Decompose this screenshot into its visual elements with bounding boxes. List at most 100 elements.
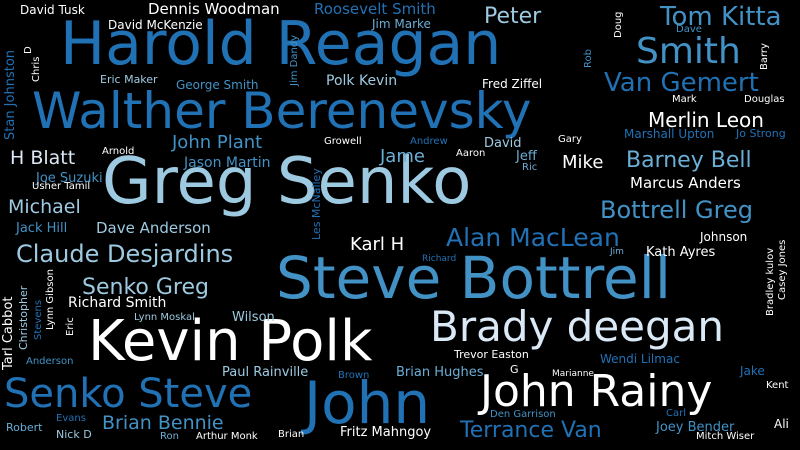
word: Jame <box>380 146 425 167</box>
word: Marianne <box>552 369 594 379</box>
word: Tarl Cabbot <box>1 296 16 370</box>
word: Harold Reagan <box>60 9 502 79</box>
word: Brian <box>278 429 305 440</box>
word: Ric <box>522 162 538 173</box>
word: Jim <box>610 247 624 257</box>
word: Eric <box>65 317 76 336</box>
word: Walther Berenevsky <box>32 82 532 140</box>
word: Dave <box>676 24 702 35</box>
word: Wendi Lilmac <box>600 352 680 366</box>
word: Steve Bottrell <box>276 244 671 312</box>
word: Jim Marke <box>372 17 431 31</box>
word: Paul Rainville <box>222 365 309 380</box>
word: Casey Jones <box>777 239 788 300</box>
word: Brian Hughes <box>396 365 484 380</box>
word: Bradley kulov <box>765 247 776 316</box>
word: Fred Ziffel <box>482 77 543 91</box>
word: Usher Tamil <box>32 181 91 192</box>
word: Rob <box>583 49 594 68</box>
word: Marshall Upton <box>624 127 715 141</box>
word: Karl H <box>350 234 405 255</box>
word: John Rainy <box>480 366 713 417</box>
word: Lynn Gibson <box>45 269 56 330</box>
word: Terrance Van <box>460 418 602 443</box>
word: Richard Smith <box>68 295 167 311</box>
word: Brown <box>338 370 370 381</box>
word: Jake <box>740 364 765 378</box>
word: Dave Anderson <box>96 219 211 237</box>
word: Nick D <box>56 428 92 441</box>
word: Aaron <box>456 148 486 159</box>
word: Growell <box>324 136 362 147</box>
word: Kath Ayres <box>646 245 716 260</box>
word: Stevens <box>33 299 44 340</box>
word: Greg Senko <box>102 145 472 219</box>
word: Kevin Polk <box>88 309 373 374</box>
word: Mike <box>562 152 604 173</box>
word: Arthur Monk <box>196 431 258 442</box>
word: Alan MacLean <box>446 223 620 252</box>
word: David <box>484 136 522 151</box>
word: Jason Martin <box>184 155 271 171</box>
word: John <box>304 369 431 437</box>
word: Les McNalley <box>310 168 323 240</box>
word: Doug <box>613 11 624 38</box>
word: Chris <box>31 56 42 82</box>
word: Barry <box>759 43 770 70</box>
word: Senko Greg <box>82 275 209 300</box>
word: Anderson <box>26 356 74 367</box>
word: Smith <box>636 31 741 72</box>
word: David McKenzie <box>108 18 203 32</box>
word: Jo Strong <box>736 127 786 140</box>
word: Den Garrison <box>490 409 556 420</box>
word: D <box>23 46 34 54</box>
word: Stan Johnston <box>3 49 18 140</box>
word: Polk Kevin <box>326 73 398 89</box>
word: Trevor Easton <box>454 348 529 361</box>
word: Van Gemert <box>604 68 759 98</box>
word: Marcus Anders <box>630 174 741 192</box>
word: Barney Bell <box>626 148 752 173</box>
word: Peter <box>484 4 542 29</box>
word: Lynn Moskal <box>134 312 195 323</box>
word: Wilson <box>232 310 275 325</box>
word: Michael <box>8 196 81 218</box>
word: Gary <box>558 134 582 145</box>
word: Mark <box>672 94 697 105</box>
word: Claude Desjardins <box>16 240 234 268</box>
word: Johnson <box>700 230 748 244</box>
word: Richard <box>422 254 457 264</box>
word: George Smith <box>176 78 259 92</box>
word: Dennis Woodman <box>148 0 280 18</box>
word: Arnold <box>102 146 135 157</box>
word: Christopher <box>17 285 30 350</box>
word: Brian Bennie <box>102 412 224 434</box>
word: Jim Dandy <box>289 34 300 86</box>
word: Douglas <box>744 94 785 105</box>
word: Bottrell Greg <box>600 196 753 224</box>
word: H Blatt <box>10 147 76 169</box>
word: G <box>510 363 519 376</box>
word: Ali <box>774 417 789 431</box>
word: Carl <box>666 408 686 419</box>
word: Brady deegan <box>430 302 725 351</box>
word: Robert <box>6 421 43 434</box>
word: Evans <box>56 413 86 424</box>
word: Ron <box>160 431 179 442</box>
word: John Plant <box>172 132 263 153</box>
word: Fritz Mahngoy <box>340 425 432 440</box>
word: Senko Steve <box>4 371 253 417</box>
word: Joey Bender <box>656 420 735 435</box>
word: Roosevelt Smith <box>314 0 436 18</box>
word: Jeff <box>516 149 537 164</box>
word: Jack Hill <box>16 221 68 236</box>
word: Joe Suzuki <box>36 171 103 186</box>
word: Tom Kitta <box>660 2 782 32</box>
word: Eric Maker <box>100 73 158 86</box>
word: Merlin Leon <box>648 108 764 132</box>
word: Kent <box>766 380 789 391</box>
word: David Tusk <box>20 3 85 17</box>
word: Mitch Wiser <box>696 431 755 442</box>
word: Andrew <box>410 136 448 147</box>
